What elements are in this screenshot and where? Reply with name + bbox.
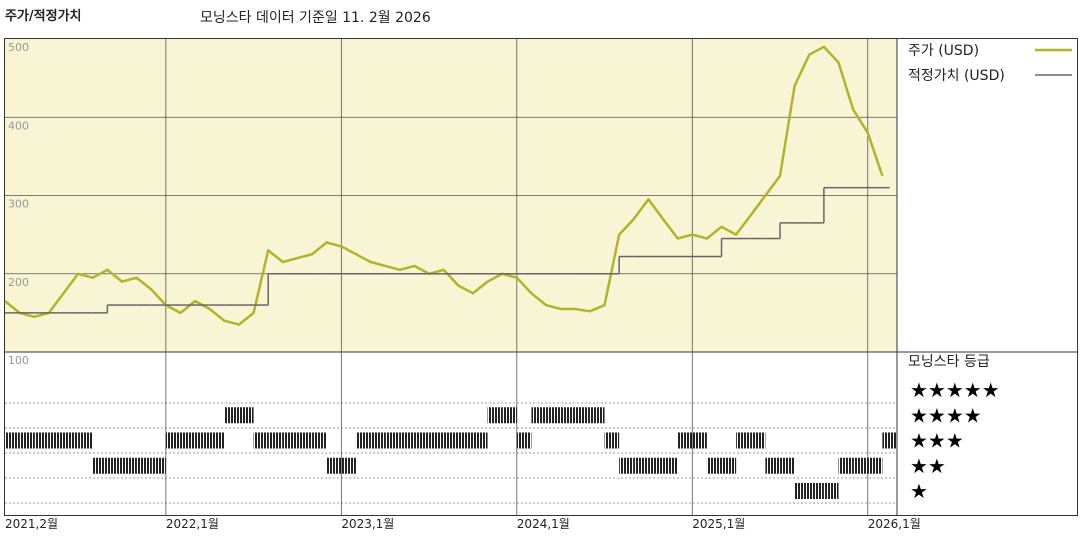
rating-bar: [238, 407, 254, 424]
rating-bar: [736, 432, 751, 449]
rating-level-label: ★★: [910, 454, 946, 478]
rating-bar: [794, 483, 810, 499]
rating-bar: [19, 432, 35, 449]
rating-bar: [282, 432, 298, 449]
rating-bar: [633, 457, 649, 474]
rating-bar: [180, 432, 196, 449]
rating-bar: [151, 457, 166, 474]
rating-bar: [838, 457, 854, 474]
legend-label: 적정가치 (USD): [908, 68, 1005, 84]
rating-bar: [692, 432, 707, 449]
rating-bar: [458, 432, 473, 449]
rating-bar: [648, 457, 664, 474]
rating-bar: [312, 432, 327, 449]
rating-level-label: ★: [910, 479, 928, 503]
rating-bar: [516, 432, 532, 449]
rating-bar: [268, 432, 283, 449]
rating-bar: [370, 432, 386, 449]
rating-title: 모닝스타 등급: [908, 354, 990, 370]
y-tick-label: 300: [8, 198, 29, 211]
rating-bar: [209, 432, 225, 449]
chart-content: 100 200 300 400 500 2021,2월 2022,1월 2023,1월 2024…: [4, 39, 1072, 531]
rating-bar: [823, 483, 839, 499]
rating-bar: [399, 432, 415, 449]
rating-bar: [619, 457, 634, 474]
rating-bar: [546, 407, 561, 424]
x-tick-label: 2024,1월: [517, 517, 570, 531]
rating-bar: [385, 432, 400, 449]
rating-bar: [560, 407, 576, 424]
rating-bar: [663, 457, 678, 474]
rating-bar: [575, 407, 590, 424]
rating-bar: [63, 432, 79, 449]
rating-bar: [355, 432, 371, 449]
rating-bar: [414, 432, 430, 449]
chart-subtitle: 모닝스타 데이터 기준일 11. 2월 2026: [200, 10, 431, 26]
rating-bar: [780, 457, 795, 474]
rating-bar: [750, 432, 766, 449]
rating-bar: [165, 432, 181, 449]
rating-bar: [677, 432, 693, 449]
rating-level-label: ★★★★: [910, 403, 982, 427]
rating-row-lines: [5, 402, 897, 504]
rating-bar: [121, 457, 137, 474]
x-tick-label: 2026,1월: [868, 517, 921, 531]
rating-bar: [326, 457, 342, 474]
rating-bar: [297, 432, 313, 449]
x-tick-label: 2022,1월: [166, 517, 219, 531]
frame: [4, 38, 1078, 516]
rating-bar: [502, 407, 517, 424]
rating-bar: [195, 432, 210, 449]
x-tick-label: 2025,1월: [692, 517, 745, 531]
rating-bar: [721, 457, 737, 474]
rating-bar: [706, 457, 722, 474]
y-tick-label: 500: [8, 41, 29, 54]
rating-bar: [809, 483, 824, 499]
y-tick-label: 100: [8, 354, 29, 367]
x-tick-label: 2021,2월: [5, 517, 58, 531]
rating-bar: [882, 432, 897, 449]
y-tick-label: 400: [8, 119, 29, 132]
rating-bar: [253, 432, 269, 449]
rating-bar: [34, 432, 49, 449]
rating-bar: [78, 432, 93, 449]
rating-bar: [136, 457, 152, 474]
chart-title: 주가/적정가치: [5, 8, 82, 24]
y-tick-label: 200: [8, 276, 29, 289]
rating-bar: [107, 457, 122, 474]
rating-bar: [853, 457, 868, 474]
rating-bar: [867, 457, 883, 474]
legend-label: 주가 (USD): [908, 43, 979, 59]
rating-bar: [487, 407, 503, 424]
rating-bar: [92, 457, 108, 474]
rating-bar: [48, 432, 64, 449]
price-line: [4, 45, 884, 326]
rating-bar: [443, 432, 459, 449]
rating-bar: [765, 457, 781, 474]
rating-bar: [531, 407, 547, 424]
rating-bar: [589, 407, 605, 424]
rating-bar: [341, 457, 356, 474]
rating-level-label: ★★★★★: [910, 378, 1000, 402]
rating-bar: [472, 432, 488, 449]
rating-bar: [604, 432, 620, 449]
rating-bar: [224, 407, 239, 424]
rating-bar: [5, 432, 20, 449]
rating-level-label: ★★★: [910, 429, 964, 453]
x-tick-label: 2023,1월: [341, 517, 394, 531]
rating-bar: [429, 432, 444, 449]
